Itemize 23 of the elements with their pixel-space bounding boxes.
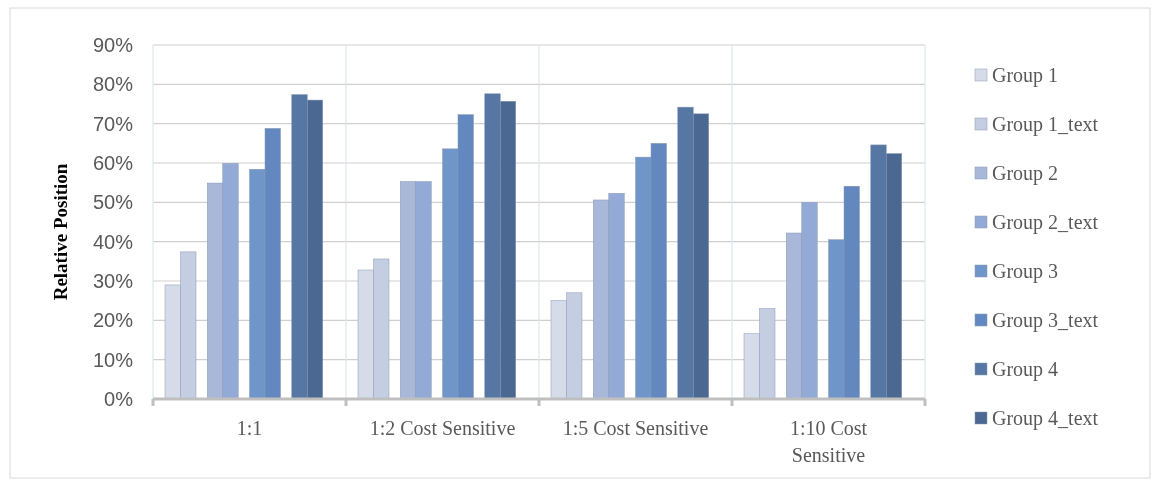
legend-label: Group 1: [992, 64, 1059, 87]
y-tick-label: 40%: [92, 230, 134, 253]
legend-label: Group 1_text: [992, 113, 1099, 136]
y-tick-label: 20%: [92, 309, 134, 332]
legend-label: Group 4_text: [992, 407, 1099, 430]
x-tick-label: 1:5 Cost Sensitive: [562, 417, 709, 439]
y-tick-label: 0%: [104, 388, 134, 410]
legend-label: Group 3_text: [992, 309, 1099, 332]
x-tick-label: 1:10 Cost Sensitive: [789, 417, 868, 466]
y-tick-label: 30%: [92, 270, 134, 292]
legend-label: Group 4: [992, 358, 1059, 381]
y-tick-label: 10%: [92, 348, 134, 371]
x-tick-label: 1:1: [236, 417, 263, 439]
x-tick-label: 1:2 Cost Sensitive: [369, 417, 516, 439]
y-axis-title: Relative Position: [50, 163, 71, 301]
legend-label: Group 2_text: [992, 211, 1099, 234]
y-tick-label: 50%: [92, 191, 134, 214]
legend-label: Group 3: [992, 260, 1059, 283]
y-tick-label: 70%: [92, 112, 134, 135]
y-tick-label: 90%: [92, 34, 134, 56]
y-tick-label: 60%: [92, 152, 134, 174]
y-tick-label: 80%: [92, 73, 134, 96]
legend-label: Group 2: [992, 162, 1059, 185]
